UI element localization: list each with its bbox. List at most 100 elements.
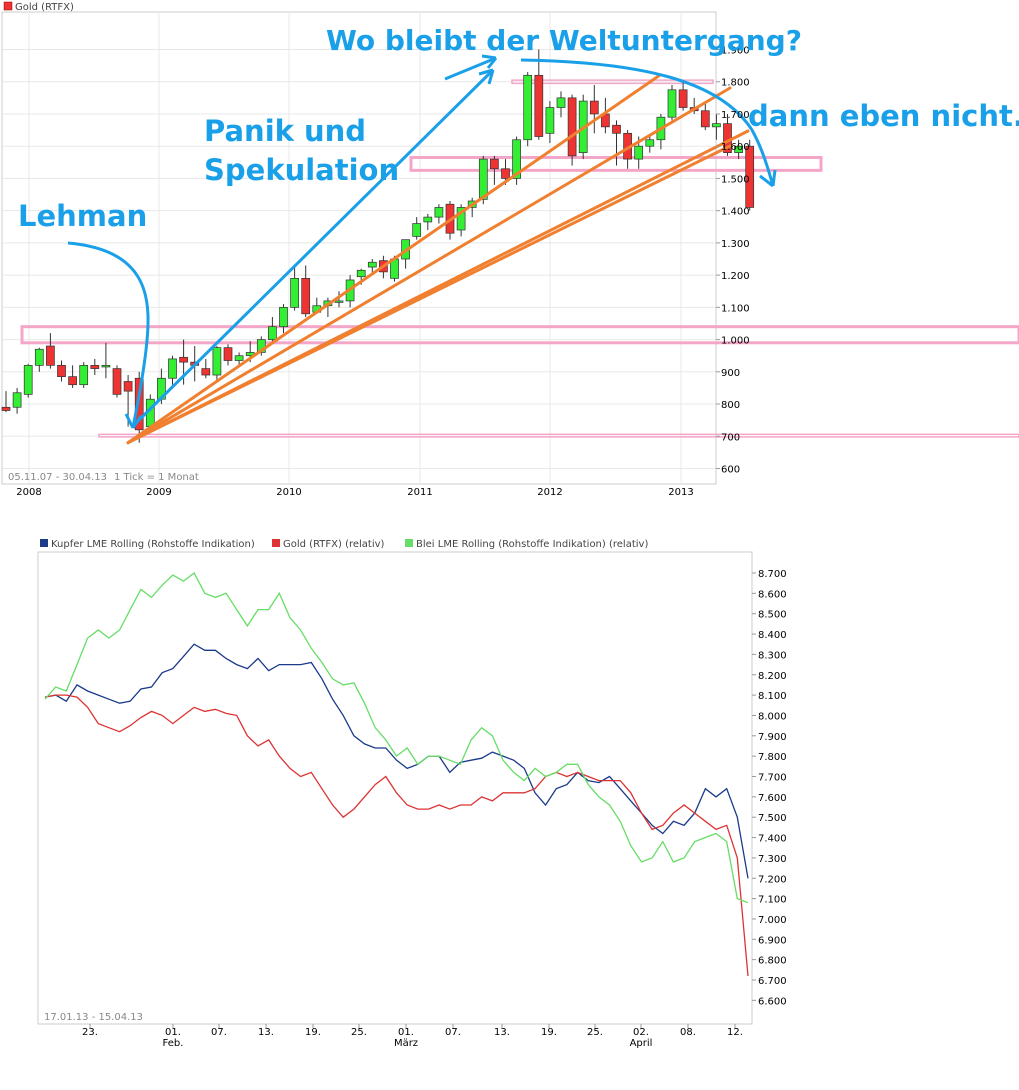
gold-monthly-candlestick-chart: 1.900 1.800 1.700 1.600 1.500 1.400 1.300 1.200… [1,1,1019,498]
candle-body [512,139,521,179]
top-y-tick-label: 1.600 [721,142,750,153]
top-x-tick-label: 2009 [146,487,171,498]
top-x-axis-ticks: 2008 2009 2010 2011 2012 2013 [16,487,693,498]
top-x-tick-label: 2011 [407,487,432,498]
candle-body [201,368,211,376]
bottom-y-tick-label: 8.300 [758,650,787,661]
bottom-month-label: Feb. [163,1038,184,1049]
decline-arrow-head [759,169,777,188]
candle-body [79,365,89,386]
candle-body [456,207,466,231]
bottom-y-tick-label: 8.700 [758,569,787,580]
bottom-x-tick-label: 13. [494,1027,510,1038]
top-y-tick-label: 600 [721,465,740,476]
candle-body [268,326,277,340]
bottom-x-tick-label: 08. [680,1027,696,1038]
bottom-y-tick-label: 7.500 [758,813,787,824]
bottom-x-tick-label: 19. [541,1027,557,1038]
candle-body [434,207,444,218]
legend-swatch-kupfer [40,539,48,547]
candle-body [123,381,133,392]
bottom-x-tick-label: 07. [211,1027,227,1038]
top-y-tick-label: 1.100 [721,303,750,314]
candle-body [478,158,488,200]
candle-body [501,168,510,179]
candle-body [46,345,55,366]
candle-body [212,347,222,376]
candle-body [556,97,566,108]
annotation-spekulation: Spekulation [204,153,399,187]
bottom-y-tick-label: 7.100 [758,895,787,906]
bottom-y-axis-ticks: 8.700 8.600 8.500 8.400 8.300 8.200 8.100 8.000… [752,569,787,1007]
bottom-x-tick-label: 01. [165,1027,181,1038]
bottom-x-tick-label: 19. [305,1027,321,1038]
trendline [126,144,732,445]
annotation-dann-eben-nicht: dann eben nicht.. [748,99,1019,133]
bottom-y-tick-label: 7.900 [758,732,787,743]
bottom-y-tick-label: 6.600 [758,996,787,1007]
top-y-tick-label: 1.400 [721,207,750,218]
bottom-chart-legend: Kupfer LME Rolling (Rohstoffe Indikation… [40,539,648,550]
candle-body [334,300,344,303]
top-y-tick-label: 700 [721,432,740,443]
bottom-x-tick-label: 12. [727,1027,743,1038]
bottom-x-tick-label: 02. [633,1027,649,1038]
top-y-tick-label: 800 [721,400,740,411]
bottom-month-label: März [394,1038,418,1049]
bottom-y-tick-label: 7.600 [758,793,787,804]
candle-body [279,307,288,328]
bottom-x-axis-ticks: 23. 01. 07. 13. 19. 25. 01. 07. 13. 19. 25. 02. 08. 1… [82,1024,743,1049]
legend-label-gold-relativ: Gold (RTFX) (relativ) [283,539,385,550]
bottom-x-tick-label: 25. [351,1027,367,1038]
bottom-x-tick-label: 25. [587,1027,603,1038]
decline-arrow [520,58,775,187]
bottom-range-label: 17.01.13 - 15.04.13 [44,1012,143,1023]
bottom-y-tick-label: 6.900 [758,935,787,946]
bottom-y-tick-label: 8.100 [758,691,787,702]
trendlines [126,73,750,445]
series-line [44,694,749,976]
top-y-tick-label: 1.800 [721,78,750,89]
legend-label-kupfer: Kupfer LME Rolling (Rohstoffe Indikation… [51,539,255,550]
bottom-month-label: April [630,1038,653,1049]
candle-body [612,124,621,134]
bottom-y-tick-label: 6.700 [758,976,787,987]
top-tick-label: 1 Tick = 1 Monat [114,472,199,483]
candle-body [301,277,311,315]
bottom-y-tick-label: 8.600 [758,589,787,600]
candle-body [490,158,499,170]
bottom-chart-frame [37,551,753,1025]
candle-body [356,269,366,278]
annotation-panik: Panik und [204,114,366,148]
lehman-arrow [67,241,150,429]
trendline [126,73,662,445]
bottom-y-tick-label: 8.200 [758,671,787,682]
rally-arrow [134,68,495,425]
price-zone [511,79,714,85]
top-y-axis-ticks: 1.900 1.800 1.700 1.600 1.500 1.400 1.300 1.200… [716,46,750,476]
top-x-tick-label: 2008 [16,487,41,498]
top-chart-frame [1,11,717,485]
bottom-x-tick-label: 07. [445,1027,461,1038]
candle-body [745,145,755,208]
candle-body [645,139,655,147]
candle-body [234,355,244,361]
annotation-lehman: Lehman [18,199,147,233]
candle-body [700,110,710,128]
legend-swatch-blei [405,539,413,547]
candle-body [367,261,377,268]
candle-body [90,365,100,369]
candle-body [223,347,233,361]
commodities-relative-line-chart: Kupfer LME Rolling (Rohstoffe Indikation… [37,539,787,1049]
bottom-y-tick-label: 8.400 [758,630,787,641]
top-x-tick-label: 2010 [276,487,301,498]
annotation-weltuntergang: Wo bleibt der Weltuntergang? [326,24,802,57]
top-y-tick-label: 1.500 [721,174,750,185]
candle-body [168,358,177,379]
candle-body [423,216,433,223]
top-y-tick-label: 900 [721,368,740,379]
bottom-y-tick-label: 7.700 [758,773,787,784]
candle-body [112,368,122,395]
candle-body [412,223,422,237]
legend-label-gold: Gold (RTFX) [15,2,74,13]
